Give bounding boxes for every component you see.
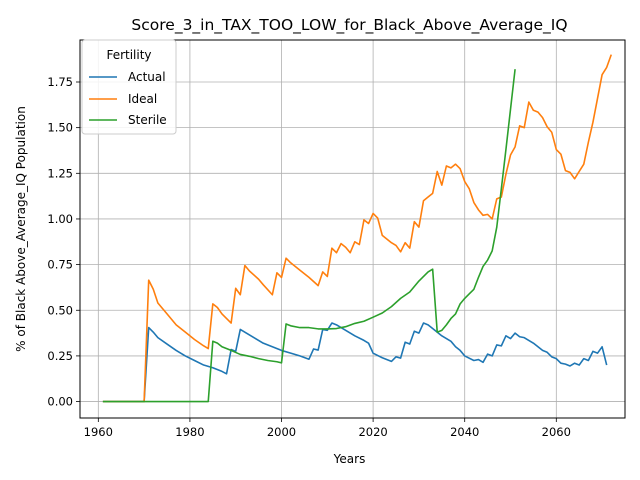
y-tick-label: 1.00	[47, 212, 73, 226]
legend-label-actual: Actual	[128, 70, 166, 84]
legend-label-sterile: Sterile	[128, 113, 167, 127]
legend-label-ideal: Ideal	[128, 92, 157, 106]
legend-box	[81, 39, 177, 135]
series-line-actual	[102, 322, 608, 403]
y-tick-label: 1.75	[47, 75, 73, 89]
x-axis-label: Years	[333, 452, 366, 466]
y-tick-label: 0.50	[47, 303, 73, 317]
plot-frame	[79, 39, 626, 419]
x-tick-label: 1980	[175, 425, 204, 439]
legend-title: Fertility	[106, 48, 151, 62]
series-line-sterile	[102, 69, 516, 403]
y-tick-label: 1.50	[47, 121, 73, 135]
x-tick-label: 1960	[84, 425, 113, 439]
y-axis-label: % of Black Above_Average_IQ Population	[14, 106, 28, 352]
series-layer	[102, 54, 613, 403]
series-line-ideal	[102, 54, 613, 403]
legend-entry-actual: Actual	[89, 70, 166, 84]
y-tick-label: 0.75	[47, 258, 73, 272]
x-tick-label: 2020	[358, 425, 387, 439]
legend-entry-ideal: Ideal	[89, 92, 157, 106]
x-tick-label: 2060	[542, 425, 571, 439]
y-tick-label: 1.25	[47, 166, 73, 180]
y-tick-label: 0.00	[47, 395, 73, 409]
x-tick-label: 2040	[450, 425, 479, 439]
axis-ticks: 1960 1980 2000 2020 2040 2060 0.00 0.25 0.50 0.75…	[47, 75, 571, 439]
x-tick-label: 2000	[267, 425, 296, 439]
chart-title: Score_3_in_TAX_TOO_LOW_for_Black_Above_A…	[131, 16, 567, 35]
y-tick-label: 0.25	[47, 349, 73, 363]
grid	[80, 40, 625, 418]
legend-entry-sterile: Sterile	[89, 113, 167, 127]
legend: Fertility Actual Ideal Sterile	[81, 39, 177, 135]
